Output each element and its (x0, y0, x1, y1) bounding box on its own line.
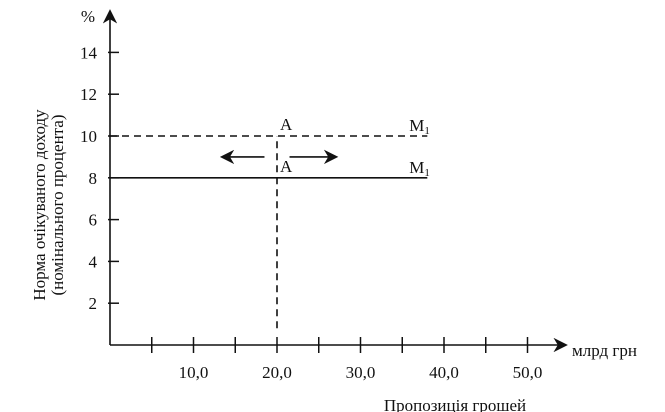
x-axis-title: Пропозиція грошей (384, 396, 526, 412)
point-label: A (280, 157, 293, 176)
y-axis-title-line-1: Норма очікуваного доходу (30, 109, 49, 301)
y-tick-label: 4 (89, 252, 98, 271)
point-label: A (280, 115, 293, 134)
supply-curve-label: M1 (409, 116, 430, 137)
x-tick-label: 20,0 (262, 363, 292, 382)
x-unit-label: млрд грн (572, 341, 637, 360)
y-tick-label: 10 (80, 127, 97, 146)
x-tick-label: 30,0 (346, 363, 376, 382)
y-tick-label: 2 (89, 294, 98, 313)
y-axis-title-line-2: (номінального процента) (48, 114, 67, 295)
y-unit-label: % (81, 7, 95, 26)
y-tick-label: 6 (89, 211, 98, 230)
y-tick-label: 12 (80, 85, 97, 104)
supply-curve-label: M1 (409, 158, 430, 179)
y-tick-label: 14 (80, 43, 98, 62)
x-tick-label: 10,0 (179, 363, 209, 382)
y-tick-label: 8 (89, 169, 98, 188)
x-tick-label: 40,0 (429, 363, 459, 382)
x-tick-label: 50,0 (513, 363, 543, 382)
